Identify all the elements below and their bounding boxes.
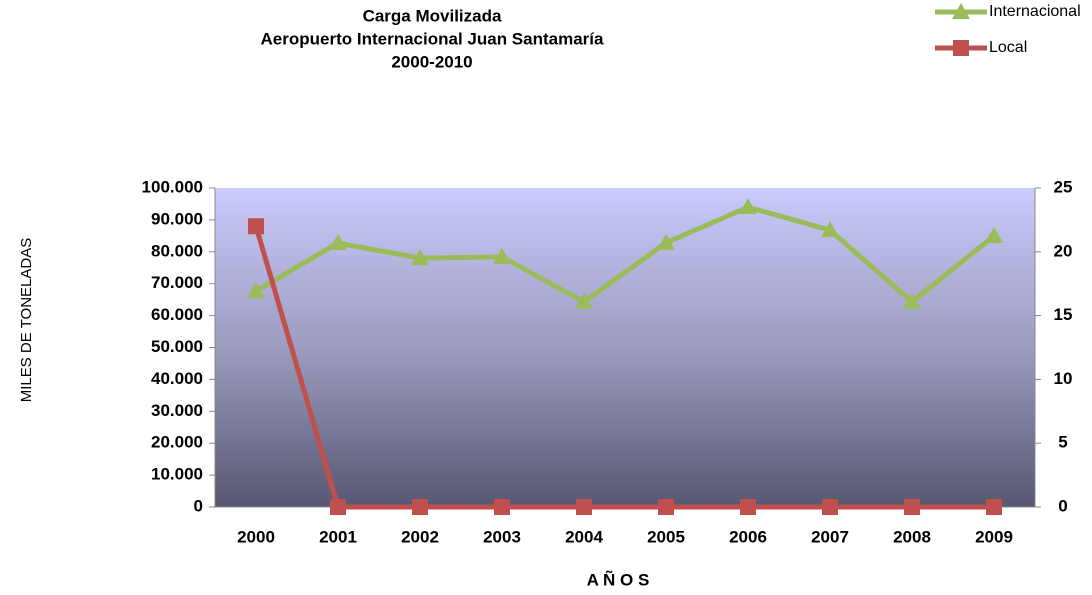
legend-marker bbox=[953, 40, 969, 56]
y-tick-label: 70.000 bbox=[151, 273, 203, 292]
point bbox=[329, 234, 347, 251]
y-tick-label: 90.000 bbox=[151, 209, 203, 228]
point bbox=[740, 499, 756, 515]
point bbox=[658, 499, 674, 515]
point bbox=[986, 499, 1002, 515]
x-tick-label: 2007 bbox=[811, 527, 849, 546]
chart-title: 2000-2010 bbox=[391, 52, 472, 71]
y2-tick-label: 25 bbox=[1054, 177, 1073, 196]
chart-title: Carga Movilizada bbox=[363, 6, 502, 25]
y-tick-label: 100.000 bbox=[142, 177, 203, 196]
x-tick-label: 2000 bbox=[237, 527, 275, 546]
plot-area bbox=[215, 188, 1035, 507]
y-tick-label: 80.000 bbox=[151, 241, 203, 260]
point bbox=[493, 247, 511, 264]
y2-tick-label: 20 bbox=[1054, 241, 1073, 260]
point bbox=[494, 499, 510, 515]
legend-label: Local bbox=[989, 39, 1027, 56]
point bbox=[247, 282, 265, 299]
y-tick-label: 0 bbox=[194, 496, 203, 515]
point bbox=[411, 249, 429, 266]
y-tick-label: 50.000 bbox=[151, 337, 203, 356]
point bbox=[903, 292, 921, 309]
y2-tick-label: 0 bbox=[1058, 496, 1067, 515]
x-tick-label: 2002 bbox=[401, 527, 439, 546]
y2-tick-label: 10 bbox=[1054, 369, 1073, 388]
y-axis-label: MILES DE TONELADAS bbox=[18, 238, 35, 403]
point bbox=[412, 499, 428, 515]
chart-title: Aeropuerto Internacional Juan Santamaría bbox=[261, 29, 604, 48]
x-axis-label: A Ñ O S bbox=[587, 569, 650, 589]
point bbox=[985, 226, 1003, 243]
x-tick-label: 2004 bbox=[565, 527, 603, 546]
y2-tick-label: 5 bbox=[1058, 433, 1067, 452]
point bbox=[822, 499, 838, 515]
point bbox=[904, 499, 920, 515]
point bbox=[330, 499, 346, 515]
x-tick-label: 2005 bbox=[647, 527, 685, 546]
point bbox=[821, 221, 839, 238]
y-tick-label: 30.000 bbox=[151, 401, 203, 420]
x-tick-label: 2003 bbox=[483, 527, 521, 546]
point bbox=[248, 218, 264, 235]
x-tick-label: 2001 bbox=[319, 527, 357, 546]
legend-label: Internacional bbox=[989, 3, 1081, 20]
y2-tick-label: 15 bbox=[1054, 305, 1073, 324]
y-tick-label: 10.000 bbox=[151, 465, 203, 484]
point bbox=[739, 198, 757, 215]
x-tick-label: 2009 bbox=[975, 527, 1013, 546]
point bbox=[657, 233, 675, 250]
y-tick-label: 60.000 bbox=[151, 305, 203, 324]
y-tick-label: 20.000 bbox=[151, 433, 203, 452]
x-tick-label: 2006 bbox=[729, 527, 767, 546]
point bbox=[576, 499, 592, 515]
legend-marker bbox=[952, 3, 970, 19]
point bbox=[575, 292, 593, 309]
series-line bbox=[254, 204, 996, 305]
series-line bbox=[253, 225, 994, 510]
y-tick-label: 40.000 bbox=[151, 369, 203, 388]
x-tick-label: 2008 bbox=[893, 527, 931, 546]
